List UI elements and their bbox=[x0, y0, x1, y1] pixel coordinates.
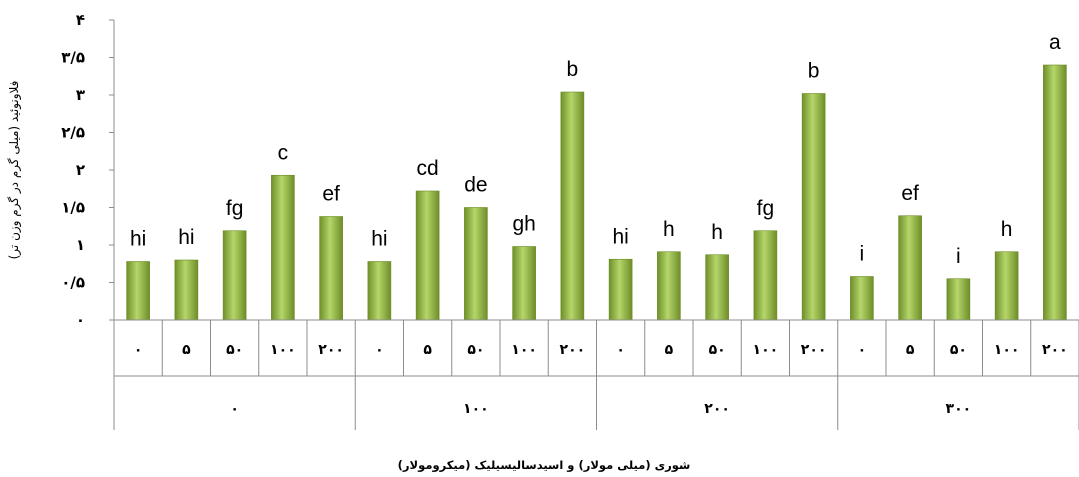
bar bbox=[1043, 64, 1067, 321]
x-group-label: ۱۰۰ bbox=[463, 401, 489, 417]
bar bbox=[705, 254, 729, 321]
x-axis: ۰ ۵ ۵۰ ۱۰۰ ۲۰۰ ۰ ۰ ۵ ۵۰ ۱۰۰ ۲۰۰ ۱۰۰ ۰ ۵ ۵۰ ۱۰۰ ۲۰۰ ۲۰۰ ۰ ۵ ۵… bbox=[113, 319, 1079, 430]
x-category-label: ۱۰۰ bbox=[511, 342, 537, 358]
x-category-label: ۰ bbox=[616, 342, 625, 358]
significance-letter: h bbox=[711, 221, 723, 244]
significance-letter: i bbox=[860, 243, 865, 266]
bar bbox=[271, 174, 295, 321]
x-category-label: ۰ bbox=[375, 342, 384, 358]
x-category-label: ۱۰۰ bbox=[753, 342, 779, 358]
significance-letter: ef bbox=[901, 182, 919, 205]
bar bbox=[850, 276, 874, 321]
bar bbox=[222, 230, 247, 321]
y-tick-label: ۰/۵ bbox=[61, 274, 85, 292]
x-category-label: ۲۰۰ bbox=[560, 342, 586, 358]
y-tick-label: ۱ bbox=[76, 236, 85, 254]
significance-letters: hi hi fg c ef hi cd de gh b hi h h fg b i ef i h a bbox=[130, 31, 1061, 268]
y-axis: ۰ ۰/۵ ۱ ۱/۵ ۲ ۲/۵ ۳ ۳/۵ ۴ bbox=[61, 11, 115, 329]
bar bbox=[512, 246, 536, 321]
x-category-label: ۲۰۰ bbox=[1042, 342, 1068, 358]
x-group-label: ۳۰۰ bbox=[946, 401, 972, 417]
y-tick-label: ۲ bbox=[76, 161, 85, 179]
x-category-label: ۱۰۰ bbox=[270, 342, 296, 358]
significance-letter: hi bbox=[371, 228, 387, 251]
x-axis-title: شوری (میلی مولار) و اسیدسالیسیلیک (میکرو… bbox=[398, 458, 691, 473]
bar bbox=[898, 215, 922, 321]
x-category-label: ۵۰ bbox=[709, 342, 726, 358]
significance-letter: c bbox=[278, 141, 289, 164]
significance-letter: b bbox=[808, 60, 820, 83]
y-axis-title: فلاونوئید (میلی گرم در گرم وزن تر) bbox=[7, 81, 22, 260]
y-tick-label: ۳ bbox=[76, 86, 85, 104]
significance-letter: i bbox=[956, 245, 961, 268]
y-tick-label: ۲/۵ bbox=[61, 124, 85, 142]
x-category-label: ۵ bbox=[665, 342, 674, 358]
significance-letter: cd bbox=[417, 157, 439, 180]
x-category-label: ۵۰ bbox=[467, 342, 484, 358]
bar bbox=[946, 278, 971, 321]
bar bbox=[174, 259, 199, 321]
significance-letter: b bbox=[567, 58, 579, 81]
x-category-label: ۲۰۰ bbox=[801, 342, 827, 358]
x-category-label: ۰ bbox=[858, 342, 867, 358]
bar bbox=[657, 251, 681, 321]
x-group-label: ۲۰۰ bbox=[704, 401, 730, 417]
bar bbox=[126, 261, 150, 321]
bar bbox=[319, 216, 343, 321]
bar bbox=[801, 93, 826, 321]
y-tick-label: ۰ bbox=[76, 311, 85, 329]
bar bbox=[608, 258, 633, 321]
x-category-label: ۰ bbox=[134, 342, 143, 358]
significance-letter: hi bbox=[178, 226, 194, 249]
significance-letter: de bbox=[464, 174, 487, 197]
y-tick-label: ۱/۵ bbox=[61, 199, 85, 217]
x-group-label: ۰ bbox=[230, 401, 239, 417]
x-category-label: ۲۰۰ bbox=[318, 342, 344, 358]
significance-letter: ef bbox=[322, 183, 340, 206]
x-category-label: ۵۰ bbox=[226, 342, 243, 358]
x-category-label: ۵ bbox=[906, 342, 915, 358]
significance-letter: hi bbox=[130, 228, 146, 251]
y-tick-label: ۳/۵ bbox=[61, 49, 85, 67]
bars bbox=[126, 64, 1067, 321]
significance-letter: fg bbox=[757, 197, 775, 220]
significance-letter: hi bbox=[612, 225, 628, 248]
significance-letter: h bbox=[1001, 218, 1013, 241]
bar bbox=[560, 91, 585, 321]
bar bbox=[367, 261, 392, 321]
bar bbox=[415, 190, 440, 321]
x-category-label: ۵۰ bbox=[950, 342, 967, 358]
significance-letter: gh bbox=[512, 213, 535, 236]
significance-letter: h bbox=[663, 218, 675, 241]
x-category-label: ۵ bbox=[182, 342, 191, 358]
x-category-label: ۵ bbox=[423, 342, 432, 358]
bar bbox=[464, 207, 488, 321]
bar bbox=[753, 230, 778, 321]
y-tick-label: ۴ bbox=[76, 11, 85, 29]
bar bbox=[994, 251, 1019, 321]
significance-letter: a bbox=[1049, 31, 1061, 54]
x-category-label: ۱۰۰ bbox=[994, 342, 1020, 358]
significance-letter: fg bbox=[226, 197, 244, 220]
